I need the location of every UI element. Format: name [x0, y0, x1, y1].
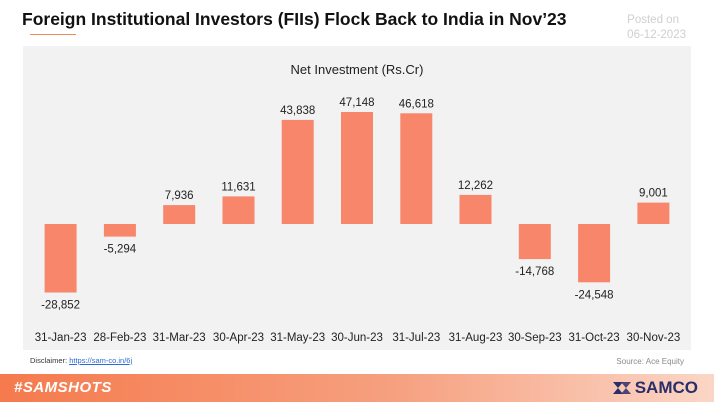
- value-label-30-Apr-23: 11,631: [221, 181, 255, 193]
- bar-series: [44, 112, 670, 293]
- category-label-31-Mar-23: 31-Mar-23: [153, 332, 206, 344]
- category-label-31-Aug-23: 31-Aug-23: [449, 332, 503, 344]
- category-label-30-Sep-23: 30-Sep-23: [508, 332, 562, 344]
- bar-30-Jun-23: [341, 112, 373, 224]
- category-label-28-Feb-23: 28-Feb-23: [93, 332, 146, 344]
- category-label-31-Jul-23: 31-Jul-23: [392, 332, 440, 344]
- disclaimer-link[interactable]: https://sam-co.in/6j: [69, 356, 133, 365]
- samco-mark-icon: [612, 382, 631, 394]
- source-note: Source: Ace Equity: [616, 357, 684, 366]
- footer-banner: #SAMSHOTS SAMCO: [0, 374, 714, 402]
- bar-31-Mar-23: [163, 205, 196, 224]
- bar-31-Aug-23: [459, 194, 492, 224]
- category-label-31-Oct-23: 31-Oct-23: [569, 332, 620, 344]
- value-label-31-Jan-23: -28,852: [41, 300, 80, 312]
- value-label-31-Oct-23: -24,548: [575, 289, 614, 301]
- bar-30-Apr-23: [222, 196, 255, 224]
- category-label-30-Jun-23: 30-Jun-23: [331, 332, 383, 344]
- bar-30-Sep-23: [518, 224, 551, 260]
- value-label-31-Mar-23: 7,936: [165, 190, 194, 202]
- net-investment-chart: Net Investment (Rs.Cr) -28,852 -5,294 7,93…: [35, 62, 681, 344]
- value-label-28-Feb-23: -5,294: [104, 244, 137, 256]
- page-title: Foreign Institutional Investors (FIIs) F…: [22, 9, 567, 29]
- disclaimer: Disclaimer: https://sam-co.in/6j: [30, 356, 132, 365]
- bar-31-Oct-23: [578, 224, 611, 283]
- category-labels: 31-Jan-23 28-Feb-23 31-Mar-23 30-Apr-23 31-M…: [35, 332, 681, 344]
- bar-31-Jul-23: [400, 113, 433, 224]
- hashtag: #SAMSHOTS: [14, 379, 112, 396]
- chart-title: Net Investment (Rs.Cr): [291, 62, 424, 77]
- value-label-31-Aug-23: 12,262: [458, 180, 493, 192]
- title-underline: [30, 34, 76, 35]
- disclaimer-label: Disclaimer:: [30, 356, 68, 365]
- brand-name: SAMCO: [634, 378, 698, 397]
- value-labels: -28,852 -5,294 7,936 11,631 43,838 47,148 46,6…: [41, 97, 668, 312]
- value-label-31-Jul-23: 46,618: [399, 98, 434, 110]
- posted-date: 06-12-2023: [627, 29, 686, 41]
- value-label-30-Sep-23: -14,768: [515, 266, 554, 278]
- category-label-31-Jan-23: 31-Jan-23: [35, 332, 87, 344]
- value-label-31-May-23: 43,838: [280, 105, 315, 117]
- category-label-30-Nov-23: 30-Nov-23: [627, 332, 681, 344]
- bar-30-Nov-23: [637, 202, 670, 224]
- posted-info: Posted on 06-12-2023: [627, 13, 686, 43]
- category-label-31-May-23: 31-May-23: [270, 332, 325, 344]
- value-label-30-Jun-23: 47,148: [339, 97, 374, 109]
- bar-31-May-23: [281, 119, 314, 224]
- brand-logo[interactable]: SAMCO: [611, 378, 698, 398]
- category-label-30-Apr-23: 30-Apr-23: [213, 332, 264, 344]
- bar-28-Feb-23: [103, 224, 136, 237]
- value-label-30-Nov-23: 9,001: [639, 188, 668, 200]
- bar-31-Jan-23: [44, 224, 77, 293]
- posted-label: Posted on: [627, 14, 679, 26]
